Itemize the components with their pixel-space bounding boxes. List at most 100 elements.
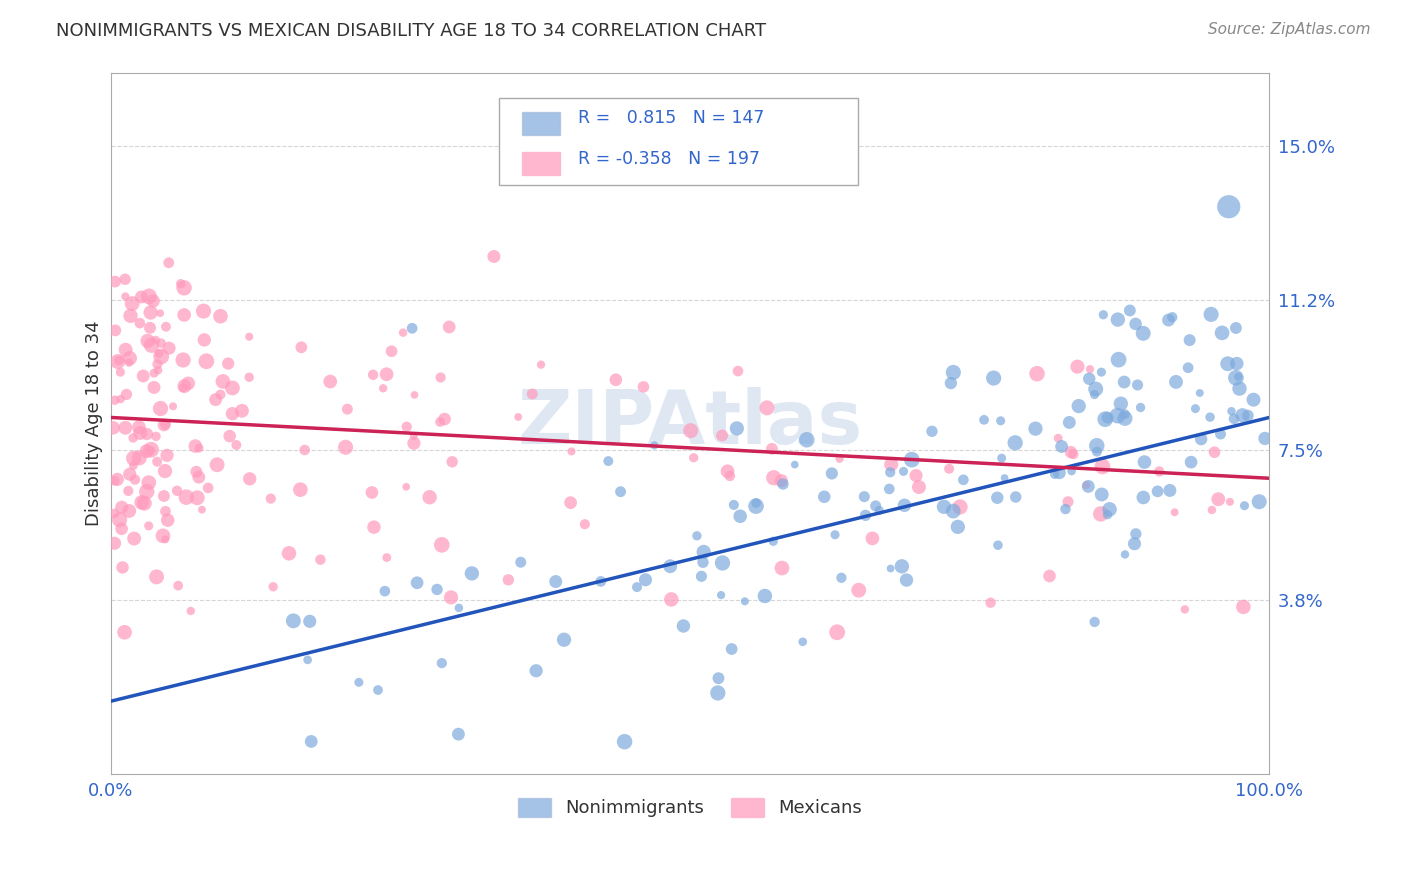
Point [1107,409,1129,423]
Point [932,500,955,514]
Point [461,566,484,581]
Point [441,455,464,469]
Point [690,569,713,583]
Point [1119,303,1142,318]
Point [319,375,342,389]
Point [498,573,520,587]
Point [156,513,179,527]
Point [508,409,530,424]
Point [860,532,883,546]
Text: Source: ZipAtlas.com: Source: ZipAtlas.com [1208,22,1371,37]
Point [156,448,179,462]
Point [1077,479,1099,493]
Point [1092,308,1115,322]
Point [121,296,143,310]
Point [191,502,214,516]
Point [392,326,415,340]
Point [148,346,170,360]
Point [1038,569,1060,583]
Point [1060,464,1083,478]
Point [745,496,768,510]
Point [987,538,1010,552]
Point [720,642,742,657]
Point [138,519,160,533]
Point [238,329,260,343]
Point [401,321,423,335]
Point [373,381,395,395]
Point [792,635,814,649]
Point [447,727,470,741]
Point [880,458,903,472]
Point [865,499,887,513]
Point [1066,359,1088,374]
FancyBboxPatch shape [522,153,561,176]
Point [1199,410,1222,425]
FancyBboxPatch shape [522,112,561,135]
Point [1249,494,1271,508]
Point [426,582,449,597]
Point [145,333,167,347]
Point [1098,502,1121,516]
Text: R =   0.815   N = 147: R = 0.815 N = 147 [578,110,763,128]
Point [770,474,793,488]
Point [173,379,195,393]
Point [139,305,162,319]
Point [1057,495,1080,509]
Point [908,480,931,494]
Point [402,436,425,450]
Point [283,614,305,628]
Point [952,473,974,487]
Point [170,277,193,291]
Point [114,343,136,357]
Point [218,429,240,443]
Point [783,458,806,472]
Point [309,552,332,566]
Point [1125,526,1147,541]
Point [101,421,124,435]
Point [1114,375,1136,389]
Point [1084,382,1107,396]
Point [209,309,232,323]
Point [949,500,972,514]
Point [367,683,389,698]
Point [707,686,730,700]
Point [217,357,239,371]
Point [197,481,219,495]
Point [184,439,207,453]
Point [375,550,398,565]
Point [1126,378,1149,392]
Point [118,351,141,366]
Point [135,484,157,499]
Point [754,589,776,603]
Point [347,675,370,690]
Point [772,477,794,491]
Point [1254,432,1277,446]
Point [157,341,180,355]
Point [221,407,243,421]
Point [745,499,768,513]
Point [128,450,150,465]
Point [1050,440,1073,454]
Point [118,467,141,482]
Point [139,321,162,335]
Point [1226,357,1249,371]
Point [686,529,709,543]
Point [1125,317,1147,331]
Point [363,520,385,534]
Point [177,376,200,391]
Point [1043,467,1066,482]
Point [1091,487,1114,501]
Point [693,545,716,559]
Point [1159,483,1181,498]
Point [153,464,176,478]
Point [381,344,404,359]
Point [672,619,695,633]
Point [139,443,162,458]
Point [1114,407,1136,421]
Point [221,381,243,395]
Point [193,304,215,318]
Point [1114,548,1136,562]
Point [395,419,418,434]
Point [1164,375,1187,389]
Point [1123,537,1146,551]
